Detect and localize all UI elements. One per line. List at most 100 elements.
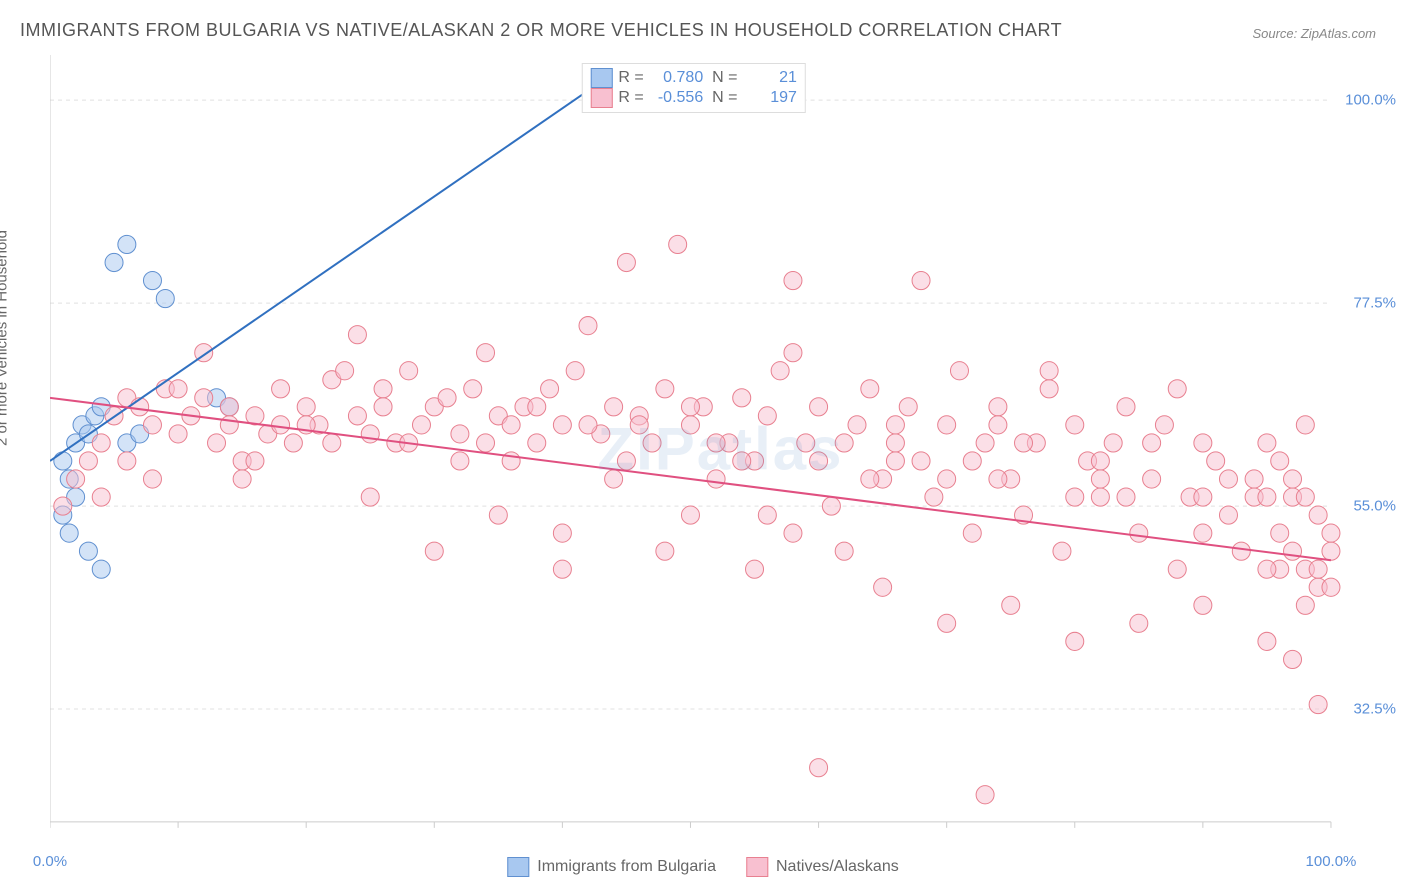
data-point: [989, 398, 1007, 416]
data-point: [272, 416, 290, 434]
data-point: [938, 614, 956, 632]
data-point: [835, 542, 853, 560]
data-point: [361, 488, 379, 506]
data-point: [156, 289, 174, 307]
data-point: [1066, 488, 1084, 506]
data-point: [54, 497, 72, 515]
data-point: [1015, 434, 1033, 452]
correlation-legend: R = 0.780 N = 21 R = -0.556 N = 197: [581, 63, 805, 113]
data-point: [374, 380, 392, 398]
data-point: [553, 560, 571, 578]
data-point: [758, 407, 776, 425]
data-point: [938, 470, 956, 488]
y-axis-label: 2 or more Vehicles in Household: [0, 230, 11, 446]
data-point: [1130, 524, 1148, 542]
legend-item-series1: Immigrants from Bulgaria: [507, 857, 716, 877]
data-point: [54, 452, 72, 470]
data-point: [1284, 650, 1302, 668]
data-point: [579, 416, 597, 434]
data-point: [886, 452, 904, 470]
data-point: [656, 542, 674, 560]
data-point: [1309, 560, 1327, 578]
data-point: [643, 434, 661, 452]
data-point: [336, 362, 354, 380]
data-point: [1207, 452, 1225, 470]
data-point: [886, 416, 904, 434]
y-tick-label: 32.5%: [1353, 701, 1396, 718]
data-point: [131, 398, 149, 416]
data-point: [323, 434, 341, 452]
data-point: [92, 488, 110, 506]
legend-swatch-icon: [590, 88, 612, 108]
data-point: [553, 524, 571, 542]
x-tick-label: 0.0%: [33, 853, 67, 870]
data-point: [656, 380, 674, 398]
data-point: [1091, 452, 1109, 470]
data-point: [553, 416, 571, 434]
data-point: [1194, 488, 1212, 506]
series-legend: Immigrants from Bulgaria Natives/Alaskan…: [507, 857, 898, 877]
data-point: [1155, 416, 1173, 434]
data-point: [605, 398, 623, 416]
data-point: [477, 434, 495, 452]
data-point: [950, 362, 968, 380]
chart-container: ZIPatlas 32.5%55.0%77.5%100.0% 0.0%100.0…: [50, 55, 1391, 842]
data-point: [617, 253, 635, 271]
data-point: [1271, 524, 1289, 542]
data-point: [105, 253, 123, 271]
r-value: -0.556: [648, 89, 703, 107]
data-point: [67, 470, 85, 488]
data-point: [1258, 632, 1276, 650]
data-point: [233, 470, 251, 488]
data-point: [1104, 434, 1122, 452]
data-point: [797, 434, 815, 452]
data-point: [92, 560, 110, 578]
data-point: [1091, 488, 1109, 506]
y-tick-label: 77.5%: [1353, 295, 1396, 312]
data-point: [118, 235, 136, 253]
data-point: [1117, 398, 1135, 416]
data-point: [835, 434, 853, 452]
data-point: [1258, 560, 1276, 578]
legend-swatch-icon: [507, 857, 529, 877]
data-point: [1271, 452, 1289, 470]
data-point: [886, 434, 904, 452]
data-point: [1245, 470, 1263, 488]
data-point: [1168, 380, 1186, 398]
data-point: [1040, 380, 1058, 398]
data-point: [1066, 416, 1084, 434]
n-value: 197: [742, 89, 797, 107]
data-point: [1219, 470, 1237, 488]
r-value: 0.780: [648, 69, 703, 87]
data-point: [1232, 542, 1250, 560]
data-point: [1322, 542, 1340, 560]
data-point: [169, 380, 187, 398]
data-point: [861, 470, 879, 488]
data-point: [348, 407, 366, 425]
data-point: [208, 434, 226, 452]
legend-item-series2: Natives/Alaskans: [746, 857, 899, 877]
data-point: [1194, 434, 1212, 452]
data-point: [79, 542, 97, 560]
data-point: [451, 452, 469, 470]
x-tick-label: 100.0%: [1306, 853, 1357, 870]
data-point: [1130, 614, 1148, 632]
data-point: [438, 389, 456, 407]
data-point: [1143, 470, 1161, 488]
data-point: [669, 235, 687, 253]
data-point: [989, 470, 1007, 488]
data-point: [502, 416, 520, 434]
data-point: [733, 389, 751, 407]
data-point: [541, 380, 559, 398]
data-point: [92, 434, 110, 452]
data-point: [1284, 542, 1302, 560]
data-point: [143, 416, 161, 434]
data-point: [874, 578, 892, 596]
data-point: [617, 452, 635, 470]
data-point: [1194, 524, 1212, 542]
data-point: [1053, 542, 1071, 560]
data-point: [1091, 470, 1109, 488]
data-point: [1258, 488, 1276, 506]
data-point: [412, 416, 430, 434]
data-point: [374, 398, 392, 416]
